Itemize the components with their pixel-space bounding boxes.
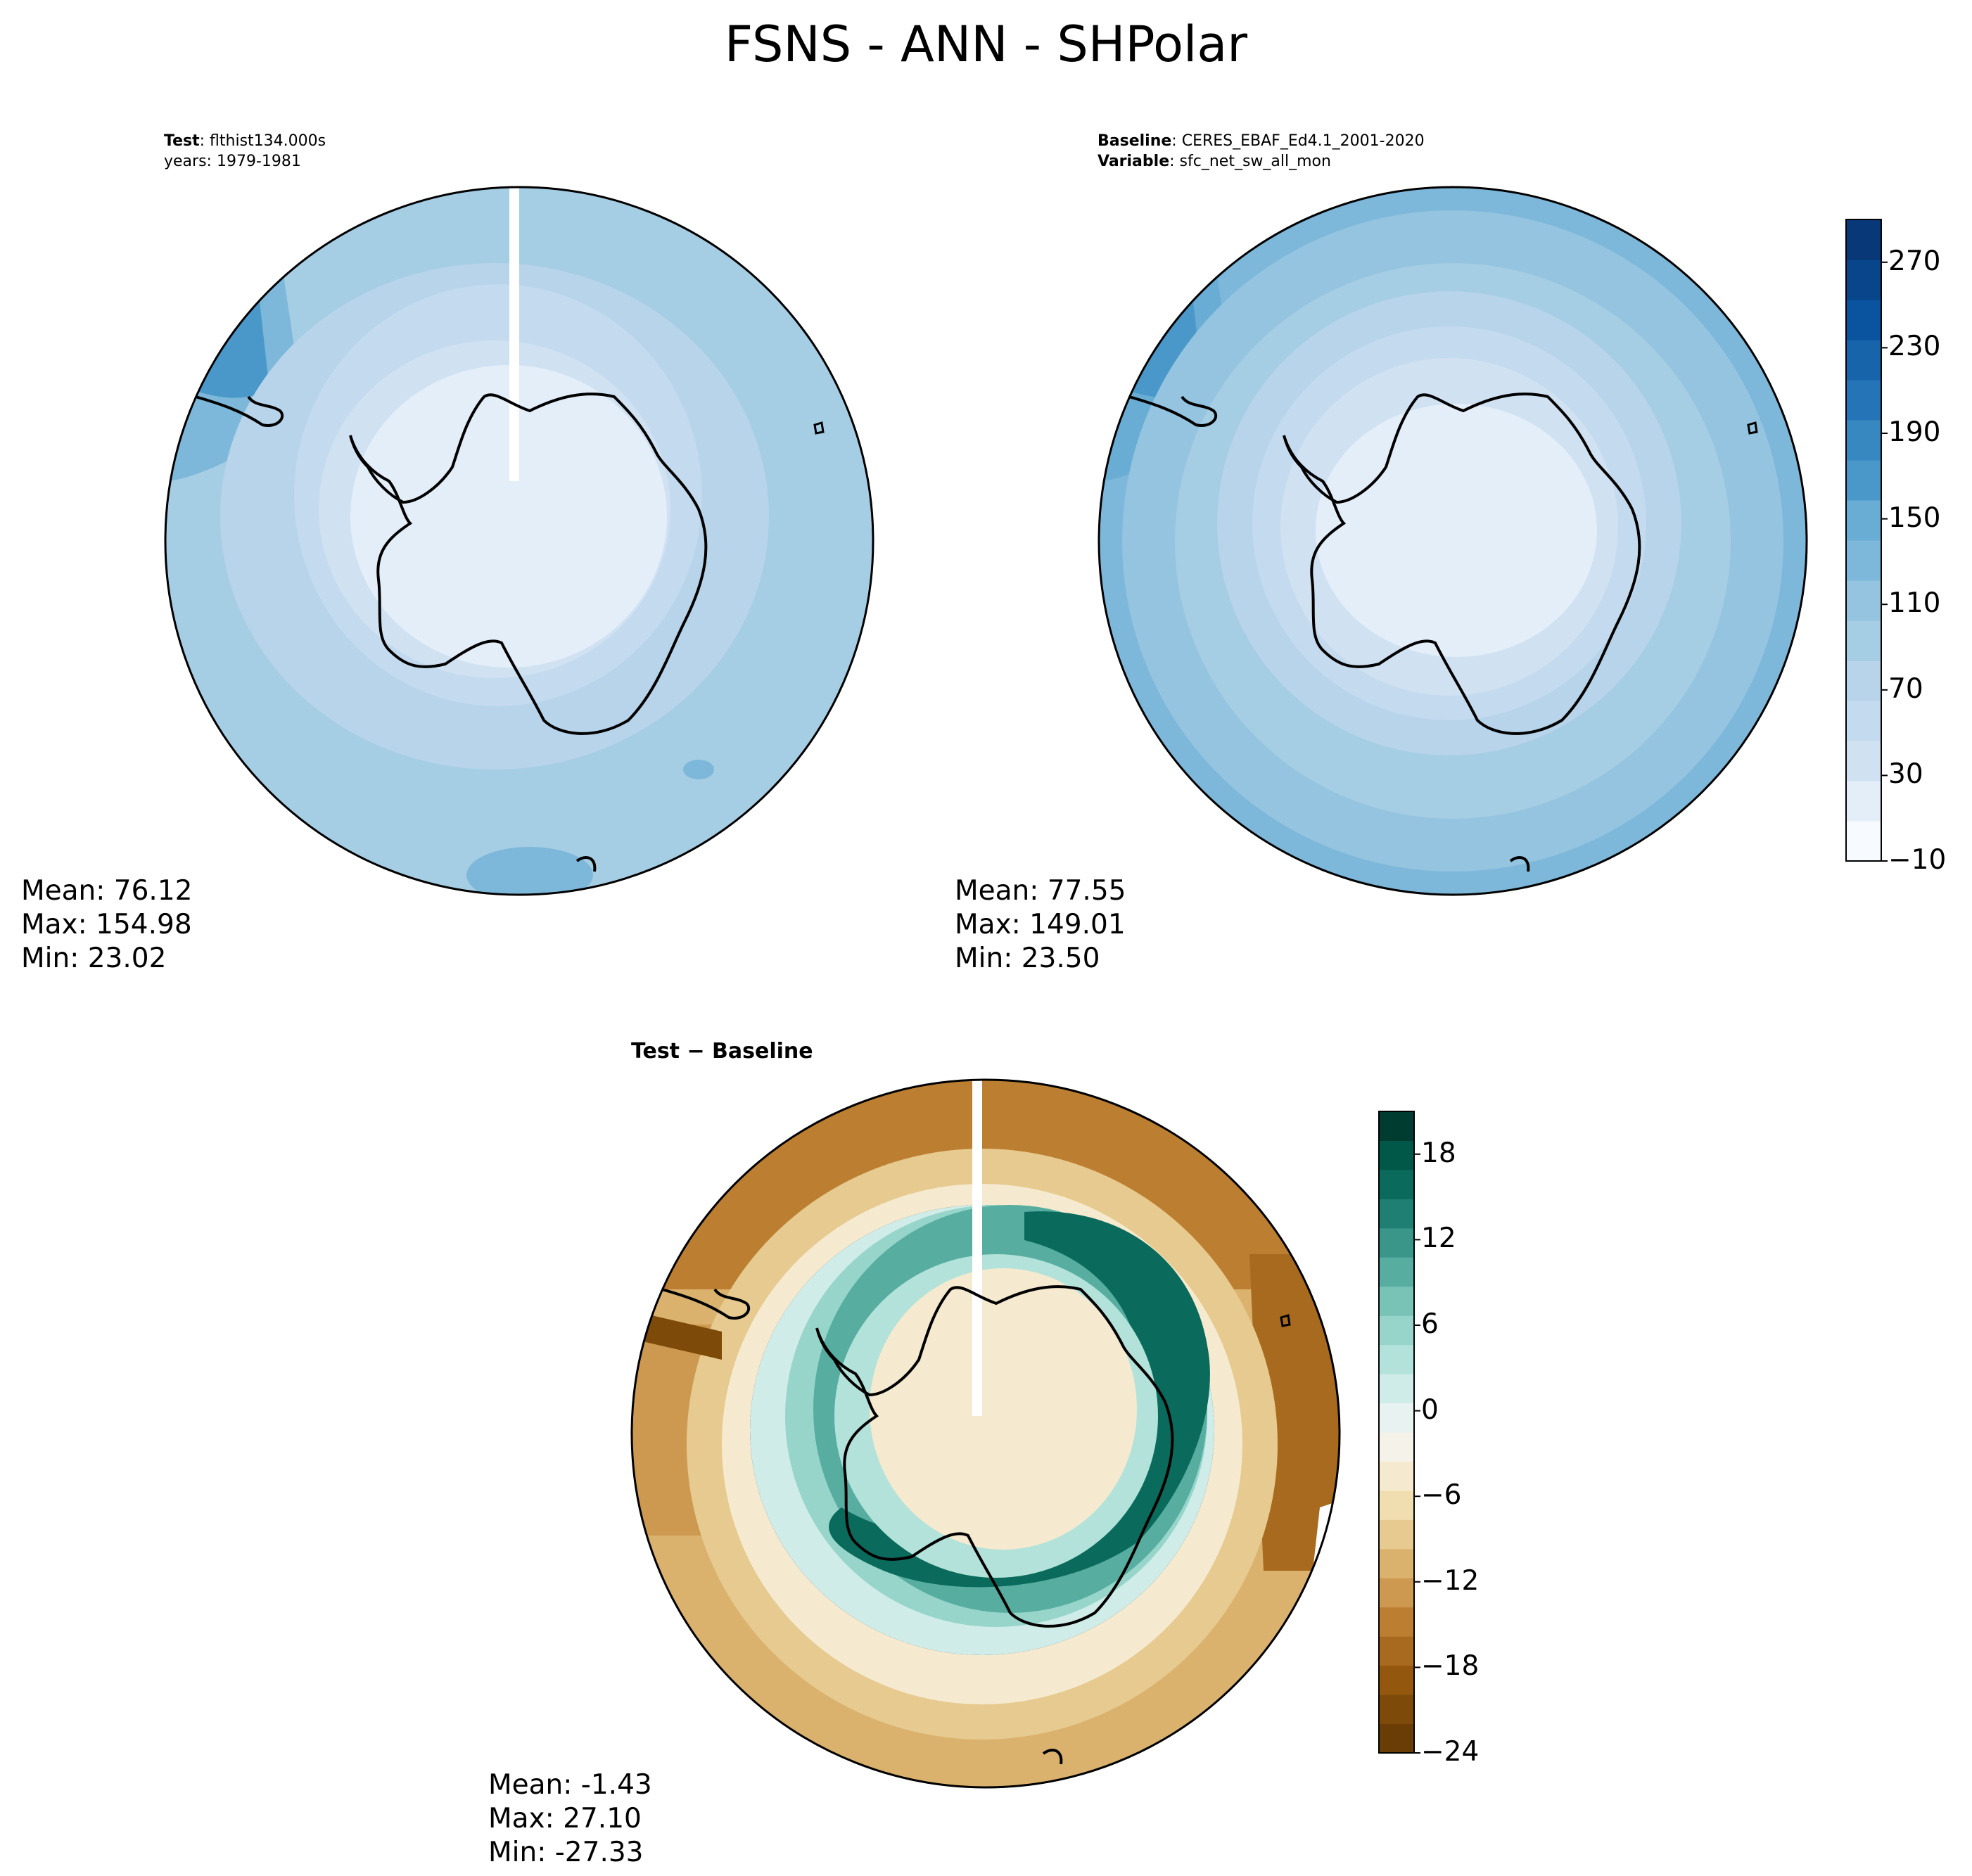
diff-max: Max: 27.10	[488, 1803, 642, 1834]
colorbar-main-color-block	[1846, 741, 1881, 781]
colorbar-diff-tick-label: −12	[1421, 1564, 1480, 1597]
colorbar-diff-tick-label: 6	[1421, 1308, 1439, 1340]
baseline-header-label: Baseline	[1098, 132, 1172, 150]
test-panel-header: Test: flthist134.000s years: 1979-1981	[164, 132, 326, 170]
test-polar-map	[164, 186, 874, 896]
colorbar-diff-color-block	[1379, 1548, 1414, 1578]
colorbar-diff-color-block	[1379, 1607, 1414, 1637]
colorbar-diff-color-block	[1379, 1519, 1414, 1550]
colorbar-main-color-block	[1846, 620, 1881, 661]
test-max: Max: 154.98	[21, 909, 192, 940]
colorbar-diff-color-block	[1379, 1169, 1414, 1199]
colorbar-main-color-block	[1846, 540, 1881, 581]
test-mean: Mean: 76.12	[21, 875, 193, 907]
colorbar-diff-color-block	[1379, 1636, 1414, 1666]
baseline-mean: Mean: 77.55	[955, 875, 1126, 907]
colorbar-diff-color-block	[1379, 1695, 1414, 1725]
colorbar-diff-tick-label: −18	[1421, 1650, 1480, 1683]
baseline-header-value: CERES_EBAF_Ed4.1_2001-2020	[1181, 132, 1425, 150]
colorbar-diff-color-block	[1379, 1257, 1414, 1287]
colorbar-diff-color-block	[1379, 1461, 1414, 1491]
figure-title: FSNS - ANN - SHPolar	[724, 15, 1248, 73]
colorbar-main-color-block	[1846, 219, 1881, 260]
colorbar-main-color-block	[1846, 661, 1881, 701]
diff-mean: Mean: -1.43	[488, 1769, 652, 1801]
colorbar-diff-color-block	[1379, 1665, 1414, 1695]
colorbar-main-color-block	[1846, 420, 1881, 461]
baseline-panel-header: Baseline: CERES_EBAF_Ed4.1_2001-2020 Var…	[1098, 132, 1425, 170]
colorbar-main-color-block	[1846, 260, 1881, 300]
colorbar-diff-color-block	[1379, 1374, 1414, 1404]
test-header-label: Test	[164, 132, 200, 150]
baseline-max: Max: 149.01	[955, 909, 1126, 940]
colorbar-main-color-block	[1846, 781, 1881, 822]
colorbar-diff-color-block	[1379, 1432, 1414, 1462]
colorbar-diff-color-block	[1379, 1344, 1414, 1374]
colorbar-main	[1845, 219, 1888, 862]
colorbar-diff-color-block	[1379, 1490, 1414, 1520]
test-stats: Mean: 76.12 Max: 154.98 Min: 23.02	[21, 874, 192, 976]
diff-panel-header: Test − Baseline	[631, 1039, 813, 1064]
diff-stats: Mean: -1.43 Max: 27.10 Min: -27.33	[488, 1768, 652, 1870]
colorbar-main-color-block	[1846, 701, 1881, 741]
colorbar-main-tick-label: 70	[1888, 672, 1923, 705]
colorbar-diff-tick-label: 12	[1421, 1223, 1456, 1255]
colorbar-main-color-block	[1846, 460, 1881, 501]
colorbar-main-tick-label: 150	[1888, 502, 1941, 534]
colorbar-diff-ticks: −24 −18 −12 −6 0 6 12 18	[1416, 1111, 1500, 1768]
colorbar-main-color-block	[1846, 580, 1881, 621]
colorbar-diff-color-block	[1379, 1227, 1414, 1258]
colorbar-diff-tick-label: −6	[1421, 1479, 1462, 1512]
colorbar-main-color-block	[1846, 821, 1881, 862]
colorbar-diff-color-block	[1379, 1199, 1414, 1229]
colorbar-diff-color-block	[1379, 1403, 1414, 1433]
colorbar-diff-color-block	[1379, 1140, 1414, 1170]
baseline-stats: Mean: 77.55 Max: 149.01 Min: 23.50	[955, 874, 1126, 976]
colorbar-main-color-block	[1846, 500, 1881, 541]
baseline-variable-label: Variable	[1098, 153, 1170, 170]
test-header-years: years: 1979-1981	[164, 153, 301, 170]
test-min: Min: 23.02	[21, 943, 167, 974]
colorbar-diff-color-block	[1379, 1286, 1414, 1316]
colorbar-diff-tick-label: 18	[1421, 1137, 1456, 1169]
colorbar-main-ticks: −10 30 70 110 150 190 230 270	[1883, 219, 1967, 876]
colorbar-main-tick-label: 270	[1888, 245, 1941, 277]
colorbar-main-color-block	[1846, 380, 1881, 421]
diff-polar-map	[630, 1078, 1341, 1789]
baseline-polar-map	[1098, 186, 1808, 896]
colorbar-diff-color-block	[1379, 1578, 1414, 1608]
colorbar-diff-tick-label: −24	[1421, 1736, 1480, 1768]
test-header-value: flthist134.000s	[210, 132, 326, 150]
colorbar-main-tick-label: 230	[1888, 331, 1941, 363]
baseline-variable-value: sfc_net_sw_all_mon	[1179, 153, 1331, 170]
diff-min: Min: -27.33	[488, 1837, 644, 1868]
colorbar-main-tick-label: 30	[1888, 758, 1923, 791]
colorbar-diff	[1378, 1111, 1420, 1754]
colorbar-diff-tick-label: 0	[1421, 1393, 1439, 1426]
colorbar-diff-color-block	[1379, 1315, 1414, 1346]
baseline-min: Min: 23.50	[955, 943, 1100, 974]
colorbar-main-tick-label: −10	[1888, 844, 1947, 876]
colorbar-diff-color-block	[1379, 1111, 1414, 1141]
colorbar-main-tick-label: 110	[1888, 587, 1941, 620]
colorbar-main-color-block	[1846, 300, 1881, 340]
colorbar-main-tick-label: 190	[1888, 416, 1941, 448]
colorbar-diff-color-block	[1379, 1723, 1414, 1754]
colorbar-main-color-block	[1846, 340, 1881, 381]
